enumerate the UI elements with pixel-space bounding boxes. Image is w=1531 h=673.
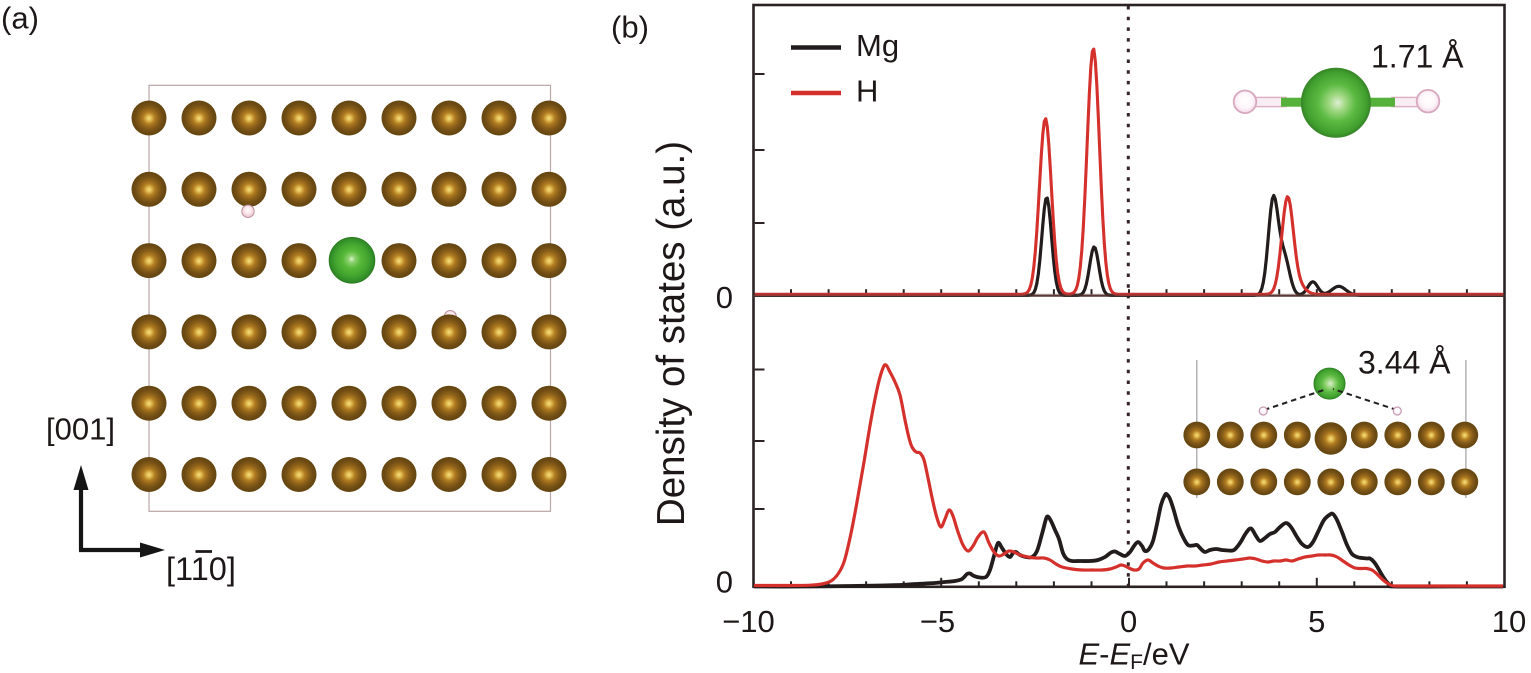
svg-text:[110]: [110] xyxy=(166,551,236,587)
svg-text:10: 10 xyxy=(1492,604,1526,639)
svg-text:Mg: Mg xyxy=(856,28,899,63)
svg-text:Density of states (a.u.): Density of states (a.u.) xyxy=(650,141,693,526)
svg-text:0: 0 xyxy=(1120,604,1137,639)
svg-text:[001]: [001] xyxy=(46,412,115,447)
svg-text:−5: −5 xyxy=(920,604,955,639)
svg-text:3.44 Å: 3.44 Å xyxy=(1358,345,1451,381)
svg-text:E-EF/eV: E-EF/eV xyxy=(1078,637,1189,673)
svg-text:−10: −10 xyxy=(722,604,775,639)
svg-text:5: 5 xyxy=(1308,604,1325,639)
svg-text:(b): (b) xyxy=(611,10,649,45)
svg-text:H: H xyxy=(856,74,878,109)
svg-text:0: 0 xyxy=(716,280,733,315)
svg-text:1.71 Å: 1.71 Å xyxy=(1371,39,1464,75)
svg-text:0: 0 xyxy=(716,565,733,600)
svg-text:(a): (a) xyxy=(1,1,39,36)
